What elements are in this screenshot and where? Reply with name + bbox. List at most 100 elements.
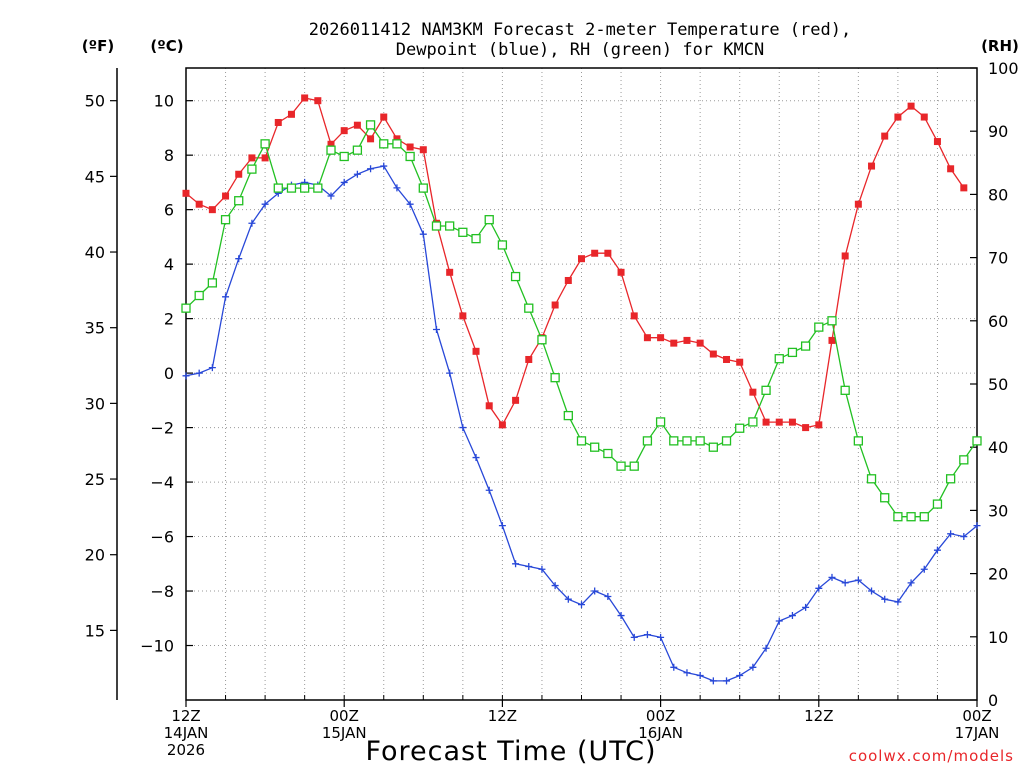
rh-point bbox=[669, 436, 679, 446]
rh-point bbox=[945, 474, 956, 484]
rh-point bbox=[220, 215, 231, 225]
dewpoint-point bbox=[749, 663, 757, 671]
temperature-point bbox=[327, 140, 335, 148]
dewpoint-point bbox=[208, 364, 216, 372]
temperature-point bbox=[683, 336, 691, 344]
dewpoint-point bbox=[828, 573, 836, 581]
celsius-tick-label: −10 bbox=[140, 637, 174, 656]
temperature-point bbox=[815, 421, 823, 429]
temperature-point bbox=[709, 350, 717, 358]
dewpoint-point bbox=[815, 584, 823, 592]
temperature-point bbox=[947, 165, 955, 173]
rh-point bbox=[761, 385, 771, 395]
dewpoint-point bbox=[261, 200, 269, 208]
rh-point bbox=[735, 423, 745, 433]
fahrenheit-tick-label: 25 bbox=[85, 470, 105, 489]
x-axis-title: Forecast Time (UTC) bbox=[365, 736, 656, 767]
temperature-point bbox=[775, 418, 783, 426]
rh-point bbox=[827, 316, 837, 326]
temperature-point bbox=[868, 162, 876, 170]
dewpoint-point bbox=[498, 522, 506, 530]
rh-point bbox=[497, 240, 508, 250]
rh-point bbox=[181, 303, 191, 313]
temperature-point bbox=[525, 355, 533, 363]
x-tick-label: 15JAN bbox=[322, 724, 367, 742]
dewpoint-point bbox=[670, 663, 678, 671]
rh-point bbox=[260, 139, 270, 149]
rh-point bbox=[880, 493, 890, 503]
celsius-tick-label: 6 bbox=[164, 201, 174, 220]
rh-point bbox=[629, 461, 639, 471]
dewpoint-point bbox=[947, 530, 955, 538]
temperature-point bbox=[274, 118, 282, 126]
fahrenheit-tick-label: 50 bbox=[85, 92, 105, 111]
temperature-point bbox=[907, 102, 915, 110]
rh-point bbox=[445, 221, 455, 231]
temperature-point bbox=[248, 154, 256, 162]
dewpoint-point bbox=[340, 178, 348, 186]
dewpoint-point bbox=[591, 587, 599, 595]
dewpoint-point bbox=[723, 677, 731, 685]
dewpoint-point bbox=[419, 230, 427, 238]
rh-point bbox=[458, 227, 468, 237]
dewpoint-point bbox=[512, 560, 520, 568]
dewpoint-point bbox=[327, 192, 335, 200]
rh-point bbox=[800, 341, 811, 351]
fahrenheit-tick-label: 15 bbox=[85, 621, 105, 640]
tick-labels: 1086420−2−4−6−8−105045403530252015100908… bbox=[85, 59, 1019, 759]
dewpoint-point bbox=[657, 633, 665, 641]
rh-point bbox=[682, 436, 692, 446]
dewpoint-point bbox=[841, 579, 849, 587]
temperature-point bbox=[301, 94, 309, 102]
rh-point bbox=[365, 120, 376, 130]
rh-point bbox=[247, 164, 257, 174]
celsius-tick-label: 10 bbox=[154, 92, 174, 111]
temperature-point bbox=[498, 421, 506, 429]
temperature-point bbox=[920, 113, 928, 121]
celsius-tick-label: 4 bbox=[164, 255, 174, 274]
rh-point bbox=[774, 354, 784, 364]
rh-point bbox=[286, 183, 297, 193]
celsius-axis-label: (ºC) bbox=[150, 37, 183, 55]
rh-point bbox=[721, 436, 732, 446]
dewpoint-point bbox=[538, 565, 546, 573]
dewpoint-point bbox=[920, 565, 928, 573]
rh-point bbox=[484, 215, 494, 225]
dewpoint-point bbox=[854, 576, 862, 584]
dewpoint-point bbox=[195, 369, 203, 377]
temperature-point bbox=[393, 135, 401, 143]
x-tick-label: 17JAN bbox=[955, 724, 1000, 742]
dewpoint-point bbox=[380, 162, 388, 170]
temperature-point bbox=[630, 312, 638, 320]
temperature-point bbox=[894, 113, 902, 121]
axes bbox=[110, 67, 978, 707]
rh-axis-label: (RH) bbox=[981, 37, 1019, 55]
rh-tick-label: 10 bbox=[988, 628, 1008, 647]
rh-point bbox=[537, 335, 547, 345]
temperature-point bbox=[472, 347, 480, 355]
rh-point bbox=[959, 455, 969, 465]
rh-point bbox=[431, 221, 442, 231]
temperature-point bbox=[841, 252, 849, 260]
fahrenheit-tick-label: 30 bbox=[85, 394, 105, 413]
dewpoint-point bbox=[868, 587, 876, 595]
temperature-point bbox=[670, 339, 678, 347]
rh-point bbox=[972, 436, 982, 446]
temperature-point bbox=[551, 301, 559, 309]
temperature-point bbox=[696, 339, 704, 347]
rh-point bbox=[234, 196, 244, 206]
dewpoint-point bbox=[696, 671, 704, 679]
temperature-point bbox=[340, 127, 348, 135]
celsius-tick-label: −4 bbox=[150, 473, 174, 492]
temperature-point bbox=[367, 135, 375, 143]
temperature-point bbox=[261, 154, 269, 162]
rh-point bbox=[471, 233, 481, 244]
dewpoint-point bbox=[367, 165, 375, 173]
dewpoint-point bbox=[406, 200, 414, 208]
chart-title-line1: 2026011412 NAM3KM Forecast 2-meter Tempe… bbox=[309, 20, 851, 40]
dewpoint-point bbox=[393, 184, 401, 192]
dewpoint-point bbox=[630, 633, 638, 641]
rh-point bbox=[392, 139, 402, 149]
temperature-point bbox=[723, 355, 731, 363]
x-tick-label: 16JAN bbox=[638, 724, 683, 742]
